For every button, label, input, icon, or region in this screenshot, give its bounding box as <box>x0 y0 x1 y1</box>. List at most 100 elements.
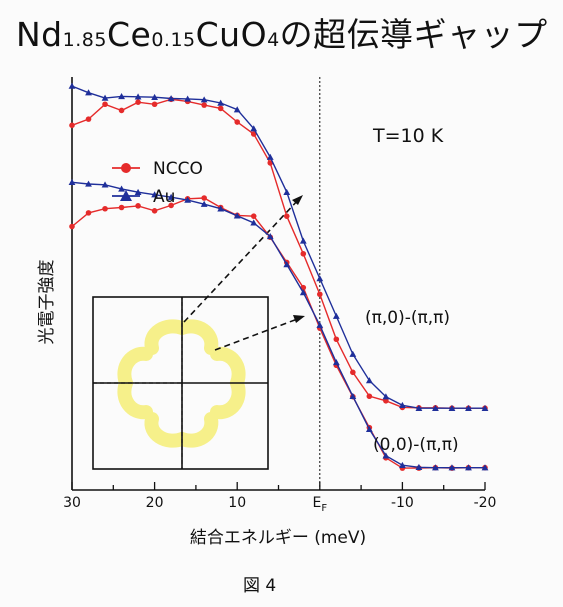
data-point-ncco <box>217 105 224 112</box>
spectrum-nodal <box>68 178 489 471</box>
x-tick-label: 30 <box>63 495 81 511</box>
cut-arrows <box>183 195 305 351</box>
data-point-au <box>151 191 158 198</box>
data-point-au <box>266 233 274 240</box>
data-point-au <box>399 461 406 468</box>
y-axis-label: 光電子強度 <box>37 260 57 345</box>
data-point-au <box>283 261 291 268</box>
data-point-au <box>465 464 472 471</box>
x-axis-label: 結合エネルギー (meV) <box>190 528 366 548</box>
x-tick-label: -10 <box>391 495 414 511</box>
x-tick-label: 10 <box>228 495 246 511</box>
figure-title: Nd1.85Ce0.15CuO4の超伝導ギャップ <box>16 8 556 68</box>
chart-labels: 光電子強度 結合エネルギー (meV) T=10 K (π,0)-(π,π) (… <box>37 125 459 548</box>
data-point-au <box>415 463 423 471</box>
series-line-au <box>71 85 485 409</box>
data-point-ncco <box>69 223 75 230</box>
data-point-ncco <box>85 116 92 122</box>
legend-label: Au <box>153 187 175 207</box>
data-point-ncco <box>151 208 158 214</box>
data-point-au <box>118 185 125 192</box>
arrow-nodal <box>214 317 301 351</box>
spectrum-antinodal <box>68 82 489 412</box>
data-point-au <box>349 392 357 399</box>
data-point-au <box>283 188 291 195</box>
data-point-au <box>167 193 175 200</box>
data-point-au <box>200 96 208 103</box>
data-point-au <box>200 200 208 207</box>
data-point-ncco <box>85 210 92 216</box>
data-point-ncco <box>201 102 207 108</box>
data-point-ncco <box>250 213 257 219</box>
series-line-au <box>71 181 485 469</box>
arrow-antinodal-head <box>292 195 303 205</box>
data-point-ncco <box>300 250 307 257</box>
data-point-au <box>299 237 307 244</box>
data-point-au <box>299 289 307 296</box>
data-point-ncco <box>102 101 108 108</box>
data-point-au <box>233 106 241 113</box>
legend-marker-triangle <box>120 190 132 201</box>
spectrum-label-antinodal: (π,0)-(π,π) <box>365 308 450 328</box>
data-point-au <box>332 312 340 319</box>
arrow-antinodal <box>183 198 300 323</box>
title-text: の超伝導ギャップ <box>279 15 548 54</box>
title-text: Nd <box>16 15 63 54</box>
fermi-surface-inset <box>92 296 269 470</box>
data-point-au <box>68 82 76 89</box>
data-point-au <box>432 404 439 411</box>
data-point-au <box>134 188 142 195</box>
data-point-ncco <box>250 131 257 137</box>
data-point-au <box>465 404 472 411</box>
data-point-au <box>382 393 390 400</box>
data-point-ncco <box>135 203 141 209</box>
data-point-ncco <box>350 369 356 376</box>
data-point-au <box>68 178 76 186</box>
data-point-ncco <box>168 202 174 209</box>
data-point-au <box>448 404 456 411</box>
data-point-au <box>448 464 456 471</box>
data-point-au <box>365 425 373 433</box>
data-point-ncco <box>333 336 340 343</box>
spectra <box>68 82 489 471</box>
x-axis: 30 20 10 EF -10 -20 <box>63 482 496 514</box>
legend-label: NCCO <box>153 159 203 179</box>
arrow-nodal-head <box>293 315 305 323</box>
legend-marker-circle <box>121 163 131 173</box>
data-point-au <box>233 212 241 219</box>
title-text: Ce <box>106 15 152 54</box>
data-point-ncco <box>366 393 373 400</box>
data-point-au <box>217 99 225 106</box>
data-point-ncco <box>317 291 323 298</box>
data-point-au <box>399 401 406 409</box>
figure-caption: 図 4 <box>243 576 277 596</box>
data-point-au <box>217 205 225 212</box>
data-point-ncco <box>102 205 108 212</box>
data-point-au <box>167 95 175 102</box>
data-point-au <box>432 464 439 471</box>
data-point-au <box>250 219 258 226</box>
data-point-au <box>101 181 109 188</box>
data-point-ncco <box>283 213 290 219</box>
data-point-au <box>481 464 489 471</box>
data-point-ncco <box>201 195 207 201</box>
data-point-au <box>250 125 258 132</box>
data-point-au <box>382 452 390 459</box>
data-point-ncco <box>234 119 240 125</box>
data-point-ncco <box>135 99 141 105</box>
data-point-au <box>481 404 489 411</box>
data-point-au <box>349 350 357 357</box>
x-tick-label: -20 <box>474 495 497 511</box>
data-point-au <box>332 358 340 366</box>
data-point-ncco <box>69 122 75 129</box>
data-point-au <box>85 89 92 96</box>
spectrum-label-nodal: (0,0)-(π,π) <box>373 435 459 455</box>
data-point-au <box>85 180 92 187</box>
data-point-ncco <box>118 107 125 114</box>
data-point-au <box>134 93 142 100</box>
data-point-au <box>266 153 274 160</box>
data-point-au <box>316 321 324 328</box>
data-point-ncco <box>151 101 158 108</box>
data-point-ncco <box>383 397 389 404</box>
